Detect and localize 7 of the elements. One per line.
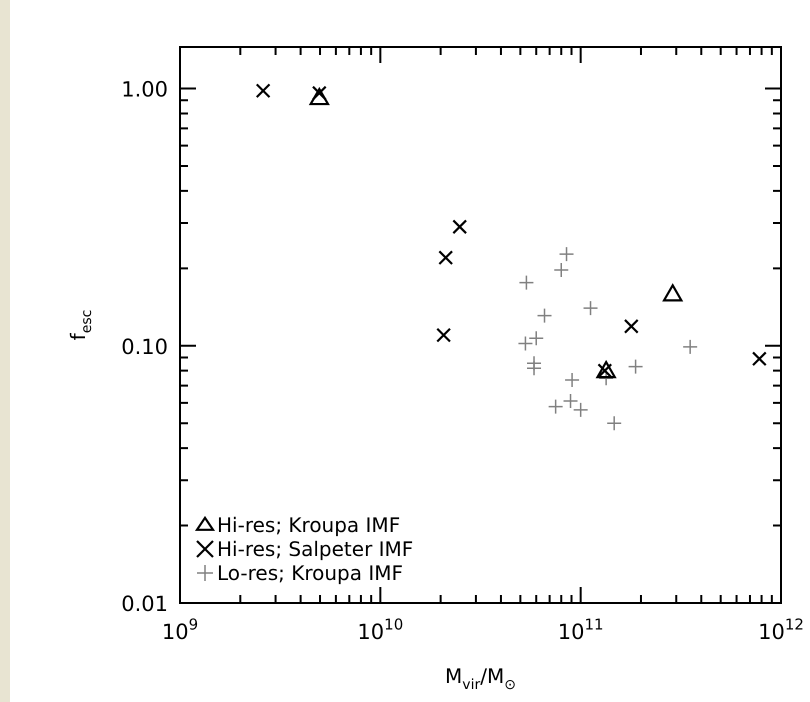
y-tick-label: 1.00 <box>121 78 168 102</box>
legend-label: Lo-res; Kroupa IMF <box>217 561 403 585</box>
y-tick-label: 0.01 <box>121 592 168 616</box>
y-tick-label: 0.10 <box>121 334 168 359</box>
legend-label: Hi-res; Kroupa IMF <box>217 513 400 537</box>
legend-label: Hi-res; Salpeter IMF <box>217 537 414 561</box>
y-axis-title: fesc <box>66 310 95 340</box>
